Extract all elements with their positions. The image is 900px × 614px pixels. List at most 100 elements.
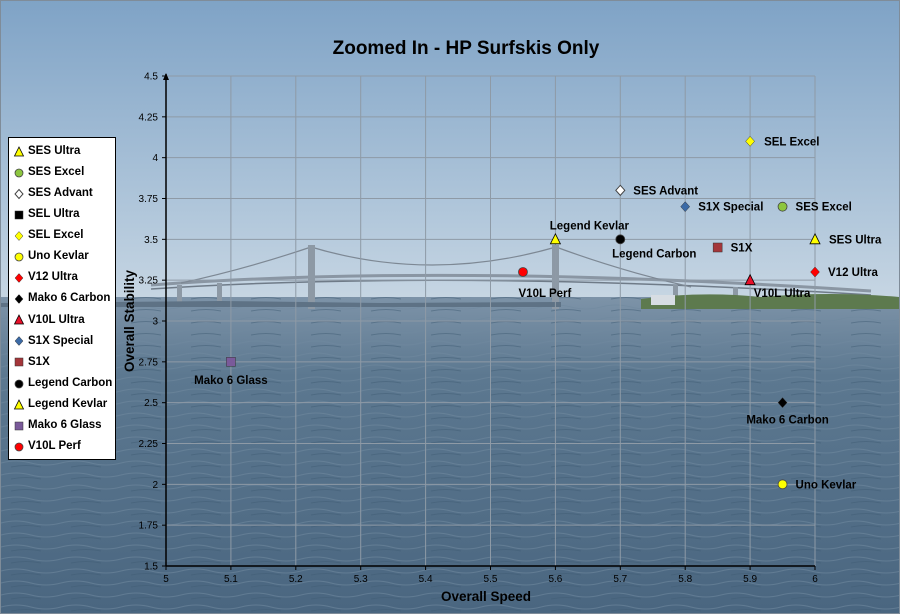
legend-item: SEL Ultra xyxy=(9,204,115,225)
legend-marker-shape xyxy=(14,358,24,367)
point-label: V10L Perf xyxy=(519,288,572,300)
legend-marker xyxy=(12,335,26,347)
y-tick-label: 3.75 xyxy=(139,194,159,205)
legend-label: Legend Kevlar xyxy=(28,397,108,410)
point-label: S1X xyxy=(731,243,753,255)
y-tick-label: 4 xyxy=(152,153,158,164)
point-legend-carbon xyxy=(615,234,626,245)
sky xyxy=(1,1,899,301)
point-label: SEL Excel xyxy=(764,136,819,148)
legend-marker-shape xyxy=(14,442,24,452)
legend-marker-shape xyxy=(14,252,24,262)
legend-marker xyxy=(12,230,26,242)
legend-marker-shape xyxy=(14,231,24,241)
x-tick-label: 5.7 xyxy=(613,574,627,585)
legend-label: SEL Ultra xyxy=(28,208,80,221)
y-tick-label: 2.25 xyxy=(139,439,159,450)
point-label: V10L Ultra xyxy=(754,288,811,300)
legend-marker-shape xyxy=(14,273,24,283)
point-mako-6-carbon xyxy=(777,397,788,409)
x-tick-label: 5.4 xyxy=(419,574,433,585)
legend-marker-shape xyxy=(13,314,25,325)
legend-label: Mako 6 Glass xyxy=(28,419,102,432)
y-tick-label: 4.5 xyxy=(144,72,158,83)
legend-marker-shape xyxy=(14,294,24,305)
legend-item: Mako 6 Carbon xyxy=(9,289,115,310)
legend-item: Uno Kevlar xyxy=(9,246,115,267)
point-ses-excel xyxy=(777,201,788,212)
legend-marker xyxy=(12,420,26,432)
x-tick-label: 5.2 xyxy=(289,574,303,585)
legend-label: V10L Perf xyxy=(28,440,81,453)
grid-lines xyxy=(165,75,816,567)
point-sel-excel xyxy=(745,135,755,147)
legend: SES Ultra SES Excel SES Advant SEL Ultra SEL… xyxy=(8,137,116,461)
legend-marker-shape xyxy=(14,336,24,347)
legend-marker xyxy=(12,209,26,221)
y-tick-label: 1.75 xyxy=(139,521,159,532)
point-v10l-perf xyxy=(518,267,528,277)
legend-marker xyxy=(12,314,26,326)
point-v10l-ultra xyxy=(744,273,756,286)
legend-marker xyxy=(12,398,26,411)
point-label: Legend Kevlar xyxy=(550,220,630,232)
legend-label: V12 Ultra xyxy=(28,271,78,284)
point-mako-6-glass xyxy=(226,357,236,367)
legend-label: Legend Carbon xyxy=(28,376,113,389)
point-label: Legend Carbon xyxy=(612,248,696,260)
legend-label: S1X Special xyxy=(28,334,94,347)
point-s1x-special xyxy=(680,201,691,213)
legend-marker-shape xyxy=(14,379,24,388)
y-tick-label: 1.5 xyxy=(144,562,158,573)
legend-marker-shape xyxy=(14,210,24,220)
chart-title: Zoomed In - HP Surfskis Only xyxy=(333,38,600,59)
water-waves xyxy=(1,297,899,613)
axes xyxy=(162,73,816,570)
y-tick-label: 4.25 xyxy=(139,112,159,123)
x-tick-label: 5.5 xyxy=(484,574,498,585)
legend-label: V10L Ultra xyxy=(28,313,85,326)
x-tick-label: 5 xyxy=(163,574,169,585)
point-labels: SES Ultra SES Excel SES Advant SEL Excel Uno… xyxy=(194,136,882,491)
legend-marker xyxy=(12,188,26,200)
legend-item: S1X xyxy=(9,352,115,373)
legend-item: SES Advant xyxy=(9,183,115,204)
legend-marker xyxy=(12,356,26,368)
legend-marker xyxy=(12,378,26,390)
legend-item: SES Excel xyxy=(9,162,115,183)
point-uno-kevlar xyxy=(777,479,788,490)
legend-item: Mako 6 Glass xyxy=(9,415,115,436)
point-ses-advant xyxy=(615,184,626,197)
legend-marker xyxy=(12,293,26,305)
point-label: S1X Special xyxy=(698,202,763,214)
point-label: Uno Kevlar xyxy=(796,479,857,491)
legend-item: SES Ultra xyxy=(9,141,115,162)
legend-item: V10L Ultra xyxy=(9,310,115,331)
shore-building xyxy=(651,295,675,305)
data-points xyxy=(226,135,821,490)
legend-marker xyxy=(12,272,26,284)
legend-label: SES Excel xyxy=(28,165,85,178)
point-label: SES Excel xyxy=(796,202,852,214)
x-tick-label: 5.8 xyxy=(678,574,692,585)
legend-item: V12 Ultra xyxy=(9,268,115,289)
y-tick-label: 2.5 xyxy=(144,398,158,409)
legend-marker-shape xyxy=(14,168,24,178)
y-tick-label: 2.75 xyxy=(139,357,159,368)
point-label: V12 Ultra xyxy=(828,267,878,279)
tick-labels: 5 5.1 5.2 5.3 5.4 5.5 5.6 5.7 5.8 5.9 6 1.5 1.75 2 2.2… xyxy=(139,72,819,586)
legend-item: Legend Carbon xyxy=(9,373,115,394)
x-tick-label: 5.3 xyxy=(354,574,368,585)
x-tick-label: 6 xyxy=(812,574,818,585)
legend-marker xyxy=(12,251,26,263)
legend-label: Uno Kevlar xyxy=(28,250,89,263)
legend-label: SEL Excel xyxy=(28,229,84,242)
point-label: SES Advant xyxy=(633,185,698,197)
point-label: SES Ultra xyxy=(829,234,882,246)
y-tick-label: 3.5 xyxy=(144,235,158,246)
legend-marker xyxy=(12,441,26,453)
y-axis-arrow xyxy=(163,73,169,80)
